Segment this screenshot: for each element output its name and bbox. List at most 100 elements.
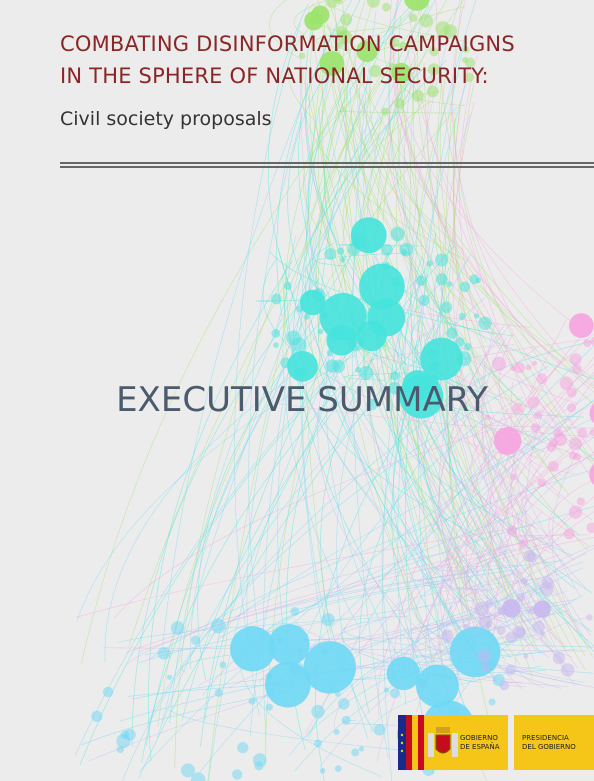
network-node	[429, 47, 439, 57]
network-edge	[405, 232, 437, 775]
network-node	[324, 248, 337, 261]
network-node	[355, 366, 362, 373]
network-node	[553, 427, 564, 438]
network-node	[273, 342, 279, 348]
network-node	[311, 704, 325, 719]
network-node	[566, 387, 577, 398]
network-edge	[324, 0, 467, 42]
network-node	[393, 98, 405, 109]
network-node	[473, 313, 480, 319]
network-edge	[427, 63, 561, 428]
network-node	[415, 275, 427, 286]
network-node	[214, 688, 223, 697]
network-node	[586, 614, 593, 621]
network-node	[568, 451, 577, 460]
network-node	[369, 64, 382, 78]
network-edge	[383, 0, 429, 104]
network-edge	[369, 87, 464, 251]
network-edge	[337, 363, 591, 631]
network-node	[589, 429, 594, 437]
network-node	[446, 281, 453, 288]
title-line: COMBATING DISINFORMATION CAMPAIGNS	[60, 32, 515, 56]
network-node	[446, 327, 458, 339]
network-edge	[337, 71, 533, 623]
network-edge	[521, 461, 580, 552]
network-node	[381, 107, 390, 116]
network-edge	[439, 352, 470, 615]
network-edge	[76, 354, 357, 622]
presidency-logo: PRESIDENCIA DEL GOBIERNO	[514, 715, 594, 770]
network-node	[356, 40, 378, 63]
network-edge	[341, 103, 594, 389]
network-edge	[438, 565, 533, 660]
network-node	[443, 24, 458, 38]
network-node	[337, 29, 352, 45]
network-node	[311, 288, 326, 302]
network-node	[509, 473, 517, 481]
network-node	[314, 739, 322, 748]
network-edge	[222, 551, 449, 638]
network-node	[419, 13, 433, 28]
network-edge	[358, 39, 500, 337]
network-node	[319, 50, 345, 76]
network-edge	[301, 70, 468, 262]
network-node	[366, 398, 378, 411]
network-edge	[463, 542, 554, 593]
logo-line: PRESIDENCIA	[522, 733, 569, 742]
network-edge	[168, 709, 419, 753]
network-edge	[481, 351, 578, 669]
network-node	[291, 337, 307, 352]
network-node	[589, 403, 594, 424]
network-node	[511, 402, 524, 415]
network-edge	[104, 361, 312, 663]
network-edge	[448, 321, 513, 556]
network-edge	[393, 578, 541, 615]
network-edge	[189, 336, 316, 669]
network-node	[559, 376, 574, 390]
network-node	[477, 649, 492, 664]
network-node	[533, 600, 551, 618]
network-node	[568, 313, 594, 338]
network-node	[219, 661, 227, 669]
network-node	[519, 538, 528, 548]
network-edge	[459, 340, 594, 395]
network-node	[386, 656, 421, 691]
network-edge	[262, 560, 564, 614]
network-edge	[128, 571, 474, 664]
network-node	[404, 0, 430, 11]
network-edge	[423, 373, 483, 559]
logo-line: GOBIERNO	[460, 733, 498, 742]
network-node	[530, 422, 540, 433]
network-node	[339, 256, 346, 263]
network-node	[358, 746, 365, 752]
network-node	[390, 226, 405, 242]
network-node	[237, 742, 249, 754]
network-node	[464, 57, 476, 68]
network-edge	[329, 24, 526, 408]
network-node	[586, 522, 594, 534]
network-node	[190, 635, 201, 645]
network-node	[474, 601, 490, 617]
network-edge	[246, 279, 315, 641]
network-edge	[403, 78, 557, 597]
network-edge	[305, 364, 594, 684]
logo-line: DE ESPAÑA	[460, 742, 500, 751]
network-edge	[487, 519, 592, 633]
network-node	[434, 253, 449, 267]
network-node	[514, 362, 526, 374]
network-edge	[269, 0, 301, 59]
network-edge	[408, 564, 492, 591]
network-edge	[302, 93, 361, 258]
divider	[60, 162, 594, 168]
network-edge	[422, 580, 484, 591]
network-edge	[507, 374, 594, 552]
network-edge	[234, 23, 301, 717]
network-edge	[397, 258, 462, 639]
network-edge	[440, 436, 547, 636]
network-node	[232, 769, 243, 780]
network-edge	[267, 4, 309, 303]
network-node	[568, 505, 583, 519]
network-node	[276, 636, 284, 643]
network-edge	[79, 308, 396, 766]
network-node	[481, 663, 491, 673]
